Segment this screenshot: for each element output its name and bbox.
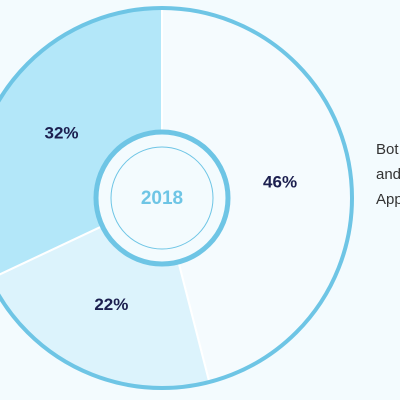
side-text: and	[376, 166, 400, 183]
side-text: Bot	[376, 141, 399, 158]
center-inner-ring	[110, 146, 214, 250]
center-label: 2018	[141, 188, 183, 209]
value-label: 46%	[263, 173, 297, 192]
value-label: 22%	[94, 295, 128, 314]
outer-ring	[0, 6, 354, 390]
value-label: 32%	[45, 124, 79, 143]
side-text: App	[376, 191, 400, 208]
center-ring	[93, 129, 231, 267]
